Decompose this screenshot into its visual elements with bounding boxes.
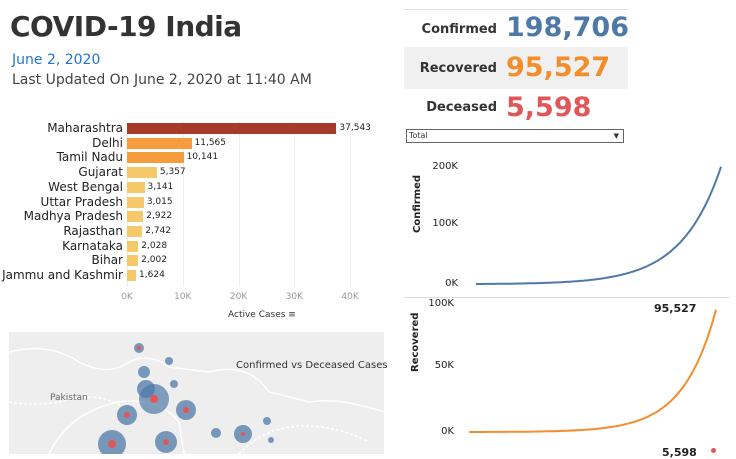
confirmed-value: 198,706 — [506, 12, 629, 43]
bar-value-label: 2,002 — [141, 255, 167, 266]
confirmed-label: Confirmed — [421, 22, 497, 37]
map-country-label: Pakistan — [50, 393, 88, 403]
bar[interactable] — [127, 225, 143, 237]
confirmed-ytick-200k: 200K — [432, 161, 458, 172]
recovered-series-line — [469, 309, 717, 433]
chart-divider — [404, 297, 730, 298]
india-cases-map[interactable] — [9, 332, 384, 454]
bar-chart-xtick: 20K — [229, 292, 248, 302]
bar[interactable] — [127, 255, 139, 267]
bar-chart-gridline — [182, 122, 184, 286]
total-filter-dropdown[interactable]: Total ▼ — [406, 129, 624, 143]
bar-chart-xtick: 10K — [174, 292, 192, 302]
deceased-value: 5,598 — [506, 92, 592, 123]
recovered-end-label: 95,527 — [654, 302, 697, 315]
recovered-line-chart[interactable] — [466, 298, 730, 438]
bar[interactable] — [127, 240, 139, 252]
bar-category-label: West Bengal — [48, 179, 123, 194]
recovered-label: Recovered — [419, 61, 497, 76]
bar-category-label: Bihar — [91, 253, 123, 268]
bar-category-label: Jammu and Kashmir — [2, 268, 123, 282]
bar-category-label: Tamil Nadu — [56, 150, 123, 165]
bar-value-label: 5,357 — [159, 167, 186, 178]
deceased-label: Deceased — [426, 100, 497, 115]
confirmed-series-line — [476, 166, 722, 285]
bar-value-label: 11,565 — [194, 137, 227, 148]
bar-value-label: 2,742 — [145, 225, 172, 236]
bar-value-label: 3,015 — [146, 196, 173, 207]
bar[interactable] — [127, 270, 137, 281]
map-background — [9, 343, 384, 454]
bar-chart-gridline — [238, 122, 240, 286]
bar[interactable] — [127, 211, 144, 223]
bar-category-label: Madhya Pradesh — [23, 209, 123, 224]
deceased-end-label: 5,598 — [662, 446, 697, 459]
bar[interactable] — [127, 167, 157, 179]
bar-chart-xtick: 30K — [285, 292, 304, 302]
bar-chart-gridline — [294, 122, 296, 286]
bar-category-label: Karnataka — [62, 238, 123, 253]
bar[interactable] — [127, 152, 184, 164]
map-title: Confirmed vs Deceased Cases — [236, 360, 388, 371]
sort-icon[interactable]: ≡ — [288, 310, 296, 320]
bar-chart-gridline — [350, 122, 352, 286]
bar[interactable] — [127, 181, 145, 193]
bar-chart-x-axis-label[interactable]: Active Cases ≡ — [228, 310, 296, 320]
bar[interactable] — [127, 196, 144, 208]
bar-value-label: 10,141 — [186, 152, 219, 163]
kpi-divider — [404, 9, 628, 10]
confirmed-line-chart[interactable] — [470, 160, 730, 294]
bar-category-label: Uttar Pradesh — [40, 194, 123, 209]
bar-category-label: Delhi — [92, 135, 123, 150]
recovered-kpi-row — [404, 47, 628, 89]
bar-value-label: 1,624 — [139, 270, 165, 280]
recovered-ytick-50k: 50K — [434, 360, 454, 371]
page-title: COVID-19 India — [10, 10, 242, 43]
bar[interactable] — [127, 123, 337, 134]
x-axis-label-text: Active Cases — [228, 310, 286, 320]
confirmed-ytick-100k: 100K — [432, 218, 458, 229]
deceased-end-point — [711, 448, 716, 453]
recovered-value: 95,527 — [506, 52, 611, 83]
confirmed-ytick-0k: 0K — [445, 278, 458, 289]
bar-category-label: Maharashtra — [47, 121, 123, 135]
bar-category-label: Gujarat — [78, 165, 123, 180]
last-updated-text: Last Updated On June 2, 2020 at 11:40 AM — [12, 72, 312, 88]
dropdown-selected-value: Total — [409, 131, 428, 140]
bar-category-label: Rajasthan — [63, 223, 123, 238]
bar-chart-xtick: 40K — [341, 292, 359, 302]
recovered-ytick-0k: 0K — [441, 426, 454, 437]
recovered-ytick-100k: 100K — [428, 298, 454, 309]
chevron-down-icon: ▼ — [613, 132, 619, 140]
bar-value-label: 37,543 — [339, 123, 371, 133]
bar-value-label: 2,028 — [141, 240, 168, 251]
bar-chart-xtick: 0K — [121, 292, 133, 302]
bar-value-label: 3,141 — [147, 181, 174, 192]
report-date: June 2, 2020 — [12, 52, 101, 68]
bar[interactable] — [127, 137, 192, 149]
bar-value-label: 2,922 — [146, 211, 173, 222]
